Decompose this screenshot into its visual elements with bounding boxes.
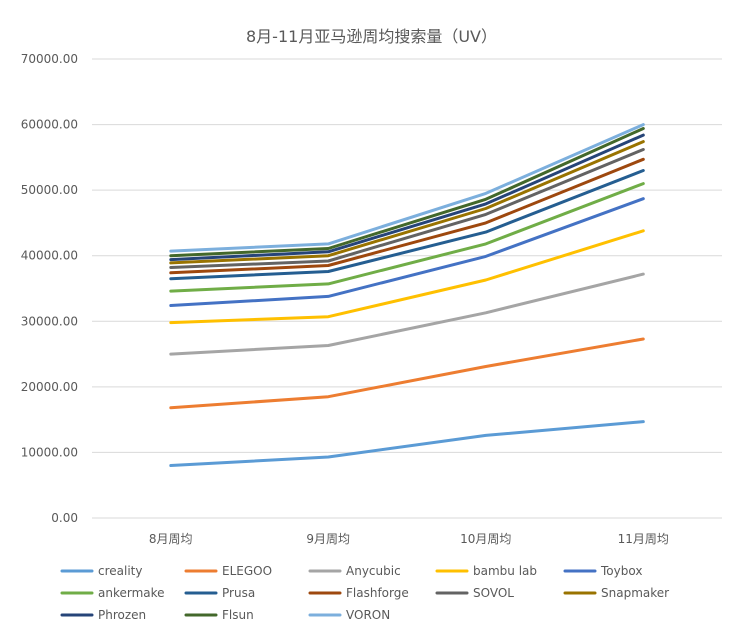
legend-item-voron[interactable]: VORON — [308, 608, 390, 622]
series-line-sovol — [169, 148, 645, 269]
x-tick-label: 10月周均 — [460, 532, 511, 546]
series-line-flashforge — [169, 157, 645, 275]
series-line-snapmaker — [169, 140, 645, 265]
series-line-voron — [169, 123, 645, 253]
legend-item-prusa[interactable]: Prusa — [184, 586, 255, 600]
legend-item-flashforge[interactable]: Flashforge — [308, 586, 409, 600]
legend-item-snapmaker[interactable]: Snapmaker — [563, 586, 669, 600]
legend-item-phrozen[interactable]: Phrozen — [60, 608, 146, 622]
x-tick-label: 9月周均 — [306, 532, 350, 546]
series-line-toybox — [169, 197, 645, 307]
series-line-prusa — [169, 169, 645, 281]
x-tick-label: 11月周均 — [618, 532, 669, 546]
y-tick-label: 70000.00 — [21, 52, 78, 66]
series-lines — [169, 123, 645, 467]
legend-label: Flashforge — [346, 586, 409, 600]
legend-label: Flsun — [222, 608, 254, 622]
y-tick-label: 20000.00 — [21, 380, 78, 394]
legend-item-anycubic[interactable]: Anycubic — [308, 564, 401, 578]
legend-label: VORON — [346, 608, 390, 622]
legend-label: Anycubic — [346, 564, 401, 578]
legend-label: Toybox — [600, 564, 642, 578]
chart-title: 8月-11月亚马逊周均搜索量（UV） — [246, 27, 497, 46]
legend-label: SOVOL — [473, 586, 514, 600]
legend-item-creality[interactable]: creality — [60, 564, 142, 578]
legend-label: bambu lab — [473, 564, 537, 578]
legend-label: Prusa — [222, 586, 255, 600]
legend-label: ELEGOO — [222, 564, 272, 578]
legend-item-elegoo[interactable]: ELEGOO — [184, 564, 272, 578]
y-tick-label: 10000.00 — [21, 445, 78, 459]
legend-item-bambu-lab[interactable]: bambu lab — [435, 564, 537, 578]
gridlines — [92, 58, 722, 519]
y-tick-label: 50000.00 — [21, 183, 78, 197]
legend-item-ankermake[interactable]: ankermake — [60, 586, 165, 600]
y-tick-label: 60000.00 — [21, 118, 78, 132]
legend: creality ELEGOO Anycubic bambu lab Toybox ank… — [60, 564, 669, 622]
series-line-bambu-lab — [169, 229, 645, 325]
legend-label: creality — [98, 564, 142, 578]
legend-item-toybox[interactable]: Toybox — [563, 564, 642, 578]
y-tick-label: 0.00 — [51, 511, 78, 525]
series-line-anycubic — [169, 272, 645, 356]
legend-label: Snapmaker — [601, 586, 669, 600]
legend-item-flsun[interactable]: Flsun — [184, 608, 254, 622]
legend-item-sovol[interactable]: SOVOL — [435, 586, 514, 600]
legend-label: ankermake — [98, 586, 165, 600]
legend-label: Phrozen — [98, 608, 146, 622]
x-tick-label: 8月周均 — [149, 532, 193, 546]
y-tick-label: 30000.00 — [21, 314, 78, 328]
series-line-phrozen — [169, 133, 645, 262]
y-axis-tick-labels: 0.00 10000.00 20000.00 30000.00 40000.00 5000… — [21, 52, 78, 525]
series-line-elegoo — [169, 337, 645, 410]
y-tick-label: 40000.00 — [21, 249, 78, 263]
series-line-flsun — [169, 127, 645, 258]
series-line-ankermake — [169, 182, 645, 293]
x-axis-tick-labels: 8月周均 9月周均 10月周均 11月周均 — [149, 532, 669, 546]
series-line-creality — [169, 420, 645, 467]
